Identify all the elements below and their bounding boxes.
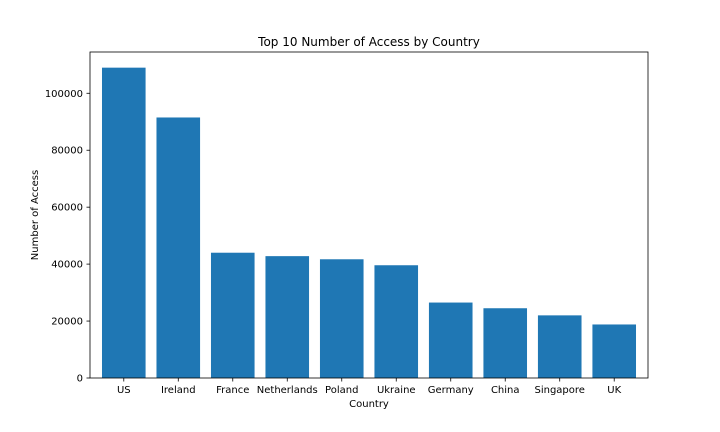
x-tick-label: Netherlands (257, 385, 318, 396)
bar-ukraine (374, 265, 419, 378)
x-tick-label: Ireland (161, 385, 196, 396)
bar-netherlands (265, 256, 310, 378)
x-tick-label: UK (607, 385, 621, 396)
x-axis: US Ireland France Netherlands Poland Ukraine G… (117, 378, 622, 396)
x-tick-label: Germany (428, 385, 474, 396)
bars-group (101, 67, 637, 378)
y-tick-label: 40000 (51, 260, 83, 271)
bar-china (483, 308, 528, 378)
x-tick-label: Singapore (534, 385, 584, 396)
bar-singapore (537, 315, 582, 378)
bar-poland (319, 259, 364, 378)
y-tick-label: 20000 (51, 317, 83, 328)
x-tick-label: US (117, 385, 131, 396)
x-tick-label: Ukraine (377, 385, 416, 396)
plot-area-frame (89, 51, 649, 379)
y-tick-label: 0 (77, 374, 83, 385)
x-axis-label: Country (349, 399, 389, 410)
x-tick-label: France (216, 385, 249, 396)
x-tick-label: China (491, 385, 520, 396)
bar-uk (592, 324, 637, 378)
x-tick-label: Poland (325, 385, 358, 396)
y-axis-label: Number of Access (30, 170, 41, 260)
y-tick-label: 100000 (45, 89, 83, 100)
y-tick-label: 60000 (51, 203, 83, 214)
chart-title: Top 10 Number of Access by Country (257, 35, 480, 49)
bar-ireland (156, 117, 201, 378)
bar-us (101, 67, 146, 378)
y-tick-label: 80000 (51, 146, 83, 157)
y-axis: 0 20000 40000 60000 80000 100000 (45, 89, 90, 385)
bar-germany (428, 302, 473, 378)
bar-france (210, 252, 255, 378)
